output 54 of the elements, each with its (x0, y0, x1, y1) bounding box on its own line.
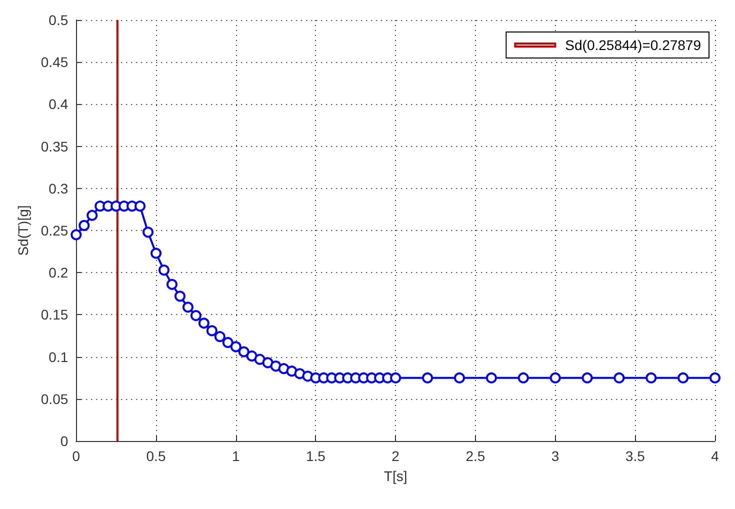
point (230, 341, 242, 352)
point (246, 350, 258, 362)
x-tick-label: 0 (72, 448, 80, 464)
point (678, 372, 689, 384)
x-tick-label: 2.5 (466, 448, 486, 464)
y-tick-label: 0.35 (40, 138, 68, 154)
point (86, 210, 98, 221)
legend-label: Sd(0.25844)=0.27879 (565, 37, 702, 53)
point (710, 372, 720, 384)
point (78, 220, 90, 231)
point (190, 310, 202, 322)
y-tick-label: 0.15 (40, 306, 68, 323)
y-tick-label: 0.4 (48, 96, 68, 112)
point (198, 318, 210, 329)
point (550, 372, 561, 384)
point (422, 372, 434, 384)
point (206, 325, 218, 336)
y-tick-label: 0.45 (40, 54, 68, 70)
x-tick-label: 2 (392, 448, 400, 464)
point (390, 372, 402, 384)
y-tick-label: 0.1 (48, 348, 68, 365)
point (646, 372, 657, 384)
y-tick-label: 0.5 (48, 12, 68, 28)
x-tick-label: 0.5 (146, 448, 166, 464)
x-tick-label: 1.5 (306, 448, 326, 464)
point (70, 229, 82, 240)
y-tick-label: 0.25 (40, 222, 68, 238)
point (214, 331, 226, 342)
point (582, 372, 593, 384)
x-tick-label: 3.5 (625, 448, 646, 464)
point (222, 336, 234, 348)
point (150, 248, 162, 259)
y-tick-label: 0.3 (48, 180, 68, 196)
point (486, 372, 497, 384)
point (158, 264, 170, 276)
y-tick-label: 0.2 (48, 264, 68, 281)
y-tick-label: 0.05 (40, 390, 68, 407)
point (454, 372, 465, 384)
y-tick-label: 0 (60, 433, 68, 449)
point (518, 372, 529, 384)
point (182, 302, 194, 313)
point (174, 290, 186, 302)
point (166, 278, 178, 290)
point (262, 357, 274, 368)
point (134, 200, 146, 212)
x-tick-label: 3 (551, 448, 560, 464)
point (614, 372, 625, 384)
x-tick-label: 1 (232, 448, 240, 464)
point (142, 226, 154, 238)
y-axis-title: Sd(T)[g] (15, 205, 31, 256)
x-tick-label: 4 (711, 448, 720, 464)
point (238, 346, 250, 358)
x-axis-title: T[s] (384, 468, 408, 484)
point (254, 354, 266, 365)
